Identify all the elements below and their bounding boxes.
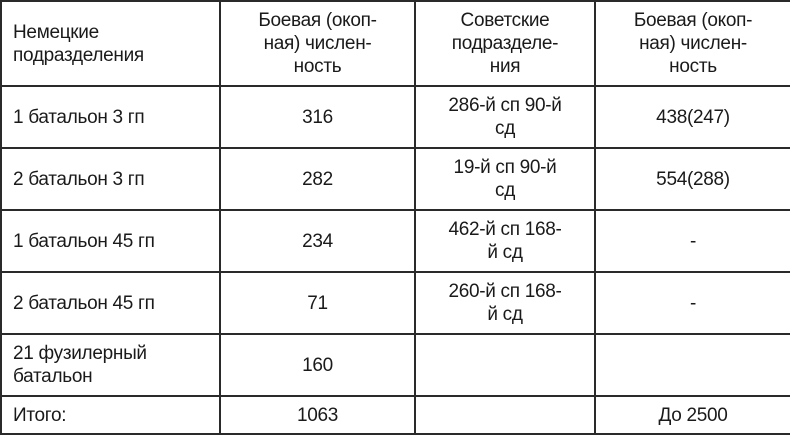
german-unit: 2 батальон 45 гп: [0, 271, 221, 335]
german-strength: 234: [219, 209, 416, 273]
header-german-strength: Боевая (окоп- ная) числен- ность: [219, 0, 416, 87]
total-row: Итого: 1063 До 2500: [0, 395, 790, 435]
total-soviet: До 2500: [594, 395, 790, 435]
soviet-strength: [594, 333, 790, 397]
soviet-strength: 554(288): [594, 147, 790, 211]
header-row: Немецкие подразделения Боевая (окоп- ная…: [0, 0, 790, 87]
soviet-strength: -: [594, 271, 790, 335]
german-strength: 160: [219, 333, 416, 397]
table-row: 2 батальон 3 гп 282 19-й сп 90-й сд 554(…: [0, 147, 790, 211]
header-german-units: Немецкие подразделения: [0, 0, 221, 87]
german-unit: 1 батальон 3 гп: [0, 85, 221, 149]
soviet-strength: -: [594, 209, 790, 273]
german-unit: 1 батальон 45 гп: [0, 209, 221, 273]
table-row: 1 батальон 3 гп 316 286-й сп 90-й сд 438…: [0, 85, 790, 149]
total-soviet-unit: [414, 395, 596, 435]
soviet-unit: 286-й сп 90-й сд: [414, 85, 596, 149]
german-strength: 71: [219, 271, 416, 335]
total-label: Итого:: [0, 395, 221, 435]
german-unit: 2 батальон 3 гп: [0, 147, 221, 211]
german-strength: 282: [219, 147, 416, 211]
table-row: 1 батальон 45 гп 234 462-й сп 168- й сд …: [0, 209, 790, 273]
total-german: 1063: [219, 395, 416, 435]
soviet-unit: 260-й сп 168- й сд: [414, 271, 596, 335]
german-strength: 316: [219, 85, 416, 149]
soviet-strength: 438(247): [594, 85, 790, 149]
header-soviet-units: Советские подразделе- ния: [414, 0, 596, 87]
table-row: 21 фузилерный батальон 160: [0, 333, 790, 397]
soviet-unit: 462-й сп 168- й сд: [414, 209, 596, 273]
header-soviet-strength: Боевая (окоп- ная) числен- ность: [594, 0, 790, 87]
soviet-unit: 19-й сп 90-й сд: [414, 147, 596, 211]
table-row: 2 батальон 45 гп 71 260-й сп 168- й сд -: [0, 271, 790, 335]
german-unit: 21 фузилерный батальон: [0, 333, 221, 397]
strength-comparison-table: Немецкие подразделения Боевая (окоп- ная…: [0, 0, 790, 435]
soviet-unit: [414, 333, 596, 397]
